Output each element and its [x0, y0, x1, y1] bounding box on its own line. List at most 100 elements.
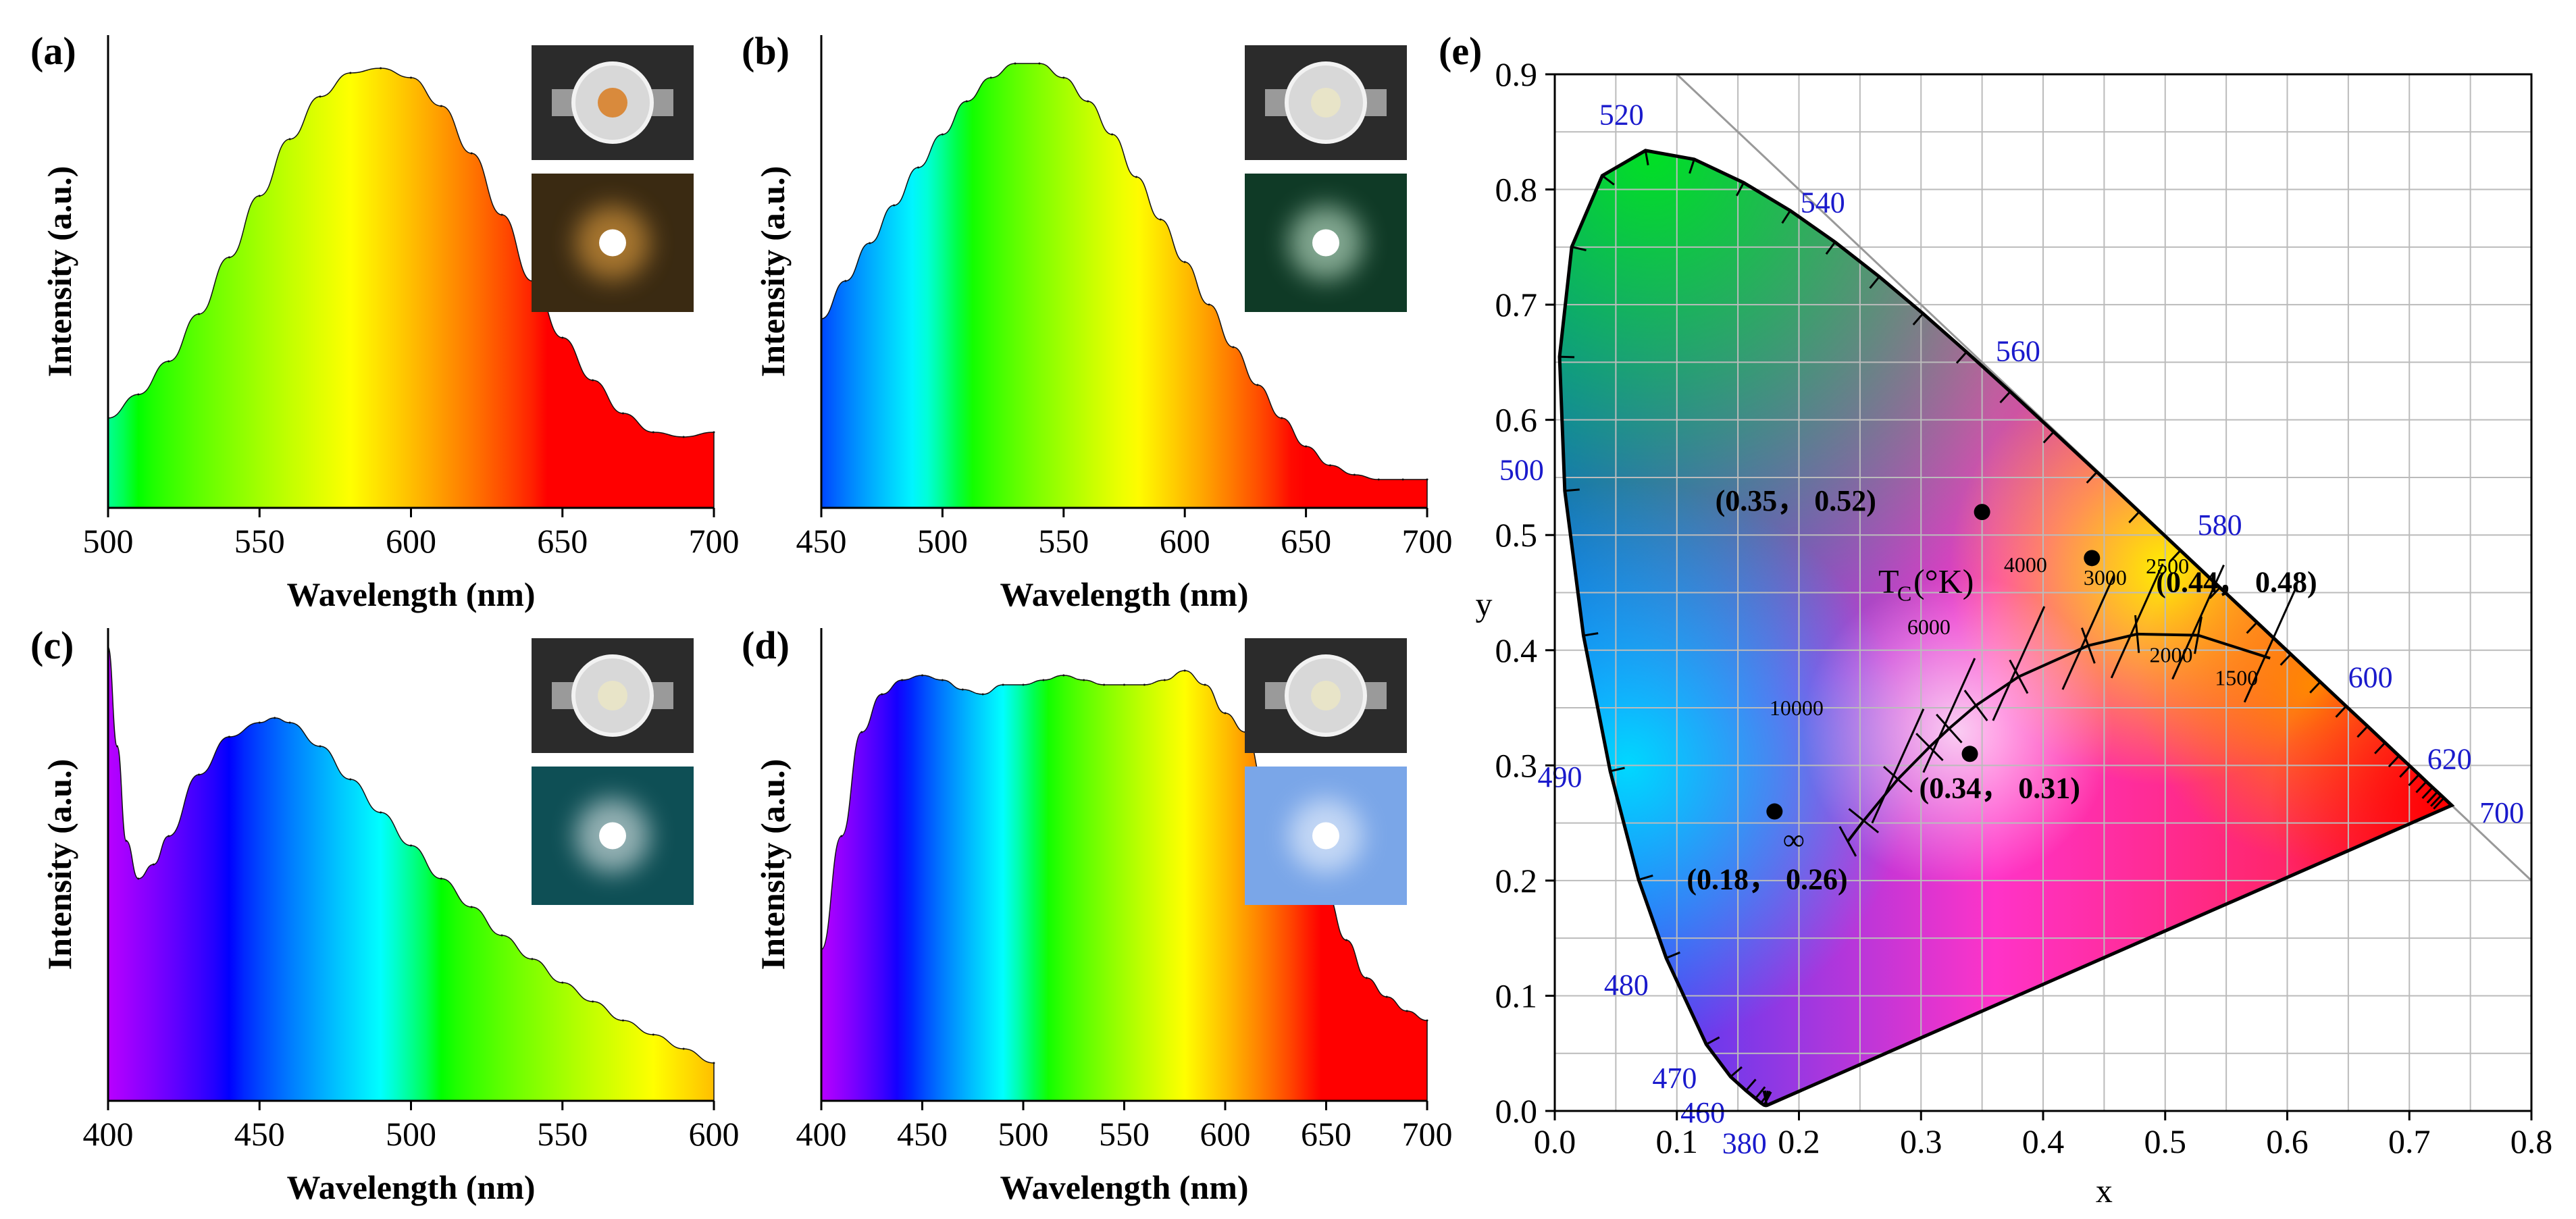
- spectrum-point: [125, 839, 128, 842]
- spectrum-point: [917, 166, 920, 169]
- x-tick-label: 0.5: [2144, 1122, 2187, 1160]
- x-tick-label: 0.0: [1534, 1122, 1576, 1160]
- x-tick-label: 500: [917, 522, 968, 560]
- led-chip-icon: [532, 638, 694, 753]
- x-axis-title: Wavelength (nm): [1000, 1168, 1248, 1206]
- isotherm-long: [1871, 708, 1925, 824]
- spectrum-point: [893, 204, 896, 207]
- led-chip-icon: [532, 45, 694, 160]
- x-tick-label: 600: [689, 1115, 740, 1153]
- spectrum-point: [941, 679, 944, 681]
- locus-tick: [1760, 1090, 1772, 1104]
- glow-core: [1312, 229, 1339, 257]
- spectrum-point: [500, 934, 503, 937]
- wavelength-label: 490: [1538, 760, 1582, 794]
- spectrum-point: [1204, 683, 1206, 686]
- spectrum-point: [410, 844, 412, 847]
- spectrum-point: [137, 877, 140, 880]
- spectrum-point: [1345, 939, 1347, 941]
- spectrum-point: [1103, 683, 1106, 686]
- x-tick-label: 600: [386, 522, 436, 560]
- spectrum-point: [881, 693, 883, 696]
- spectrum-point: [168, 835, 170, 837]
- wavelength-label: 480: [1604, 968, 1649, 1002]
- spectrum-point: [1014, 62, 1016, 65]
- point-label: (0.35， 0.52): [1716, 484, 1876, 517]
- spectrum-point: [1183, 261, 1186, 263]
- y-axis-title: Intensity (a.u.): [754, 166, 792, 378]
- x-tick-label: 450: [897, 1115, 948, 1153]
- y-axis-title: y: [1476, 586, 1493, 623]
- spectrum-point: [1426, 478, 1428, 481]
- led-glow-icon: [1245, 174, 1407, 312]
- spectrum-point: [1143, 683, 1145, 686]
- x-tick-label: 0.3: [1900, 1122, 1942, 1160]
- panel-label: (d): [742, 623, 790, 667]
- infinity-cap: [1838, 826, 1857, 857]
- y-tick-label: 0.5: [1495, 516, 1538, 554]
- temperature-label: 1500: [2215, 666, 2258, 690]
- spectrum-point: [198, 313, 201, 315]
- locus-tick: [1638, 874, 1653, 881]
- point-label: (0.18， 0.26): [1686, 863, 1847, 896]
- wavelength-label: 620: [2427, 743, 2472, 776]
- spectrum-point: [198, 773, 201, 776]
- x-tick-label: 400: [83, 1115, 134, 1153]
- locus-tick: [1564, 488, 1580, 492]
- spectrum-point: [1377, 478, 1380, 481]
- wavelength-label: 520: [1599, 98, 1644, 131]
- x-tick-label: 400: [796, 1115, 847, 1153]
- x-tick-label: 0.8: [2510, 1122, 2553, 1160]
- wavelength-label: 380: [1722, 1127, 1767, 1160]
- panel-label: (b): [742, 29, 790, 73]
- temperature-label: 6000: [1907, 615, 1951, 639]
- x-tick-label: 0.7: [2388, 1122, 2431, 1160]
- spectrum-point: [440, 105, 442, 107]
- locus-tick: [1745, 1079, 1757, 1091]
- spectrum-point: [349, 778, 352, 781]
- spectrum-point: [713, 1062, 715, 1064]
- tc-unit: (°K): [1913, 563, 1974, 600]
- y-tick-label: 0.4: [1495, 631, 1538, 669]
- x-axis-title: x: [2096, 1172, 2113, 1210]
- spectrum-point: [258, 721, 261, 724]
- spectrum-point: [1353, 473, 1356, 476]
- spectrum-point: [1083, 679, 1085, 681]
- spectrum-point: [288, 138, 291, 140]
- x-axis-title: Wavelength (nm): [1000, 575, 1248, 613]
- glow-core: [1312, 822, 1339, 850]
- spectrum-point: [1038, 62, 1041, 65]
- x-tick-label: 550: [1038, 522, 1089, 560]
- spectrum-point: [941, 133, 944, 136]
- x-tick-label: 550: [537, 1115, 588, 1153]
- spectrum-point: [274, 717, 276, 719]
- spectrum-point: [440, 877, 442, 880]
- isotherm-long: [2061, 575, 2115, 690]
- chromaticity-point: [1974, 504, 1990, 521]
- spectrum-point: [652, 1033, 654, 1036]
- locus-tick: [2335, 705, 2347, 718]
- temperature-label: 4000: [2004, 552, 2047, 577]
- spectrum-point: [1042, 679, 1045, 681]
- chromaticity-point: [1766, 803, 1783, 820]
- spectrum-panel-d: 400 450 500 550 600 650 700 Wavelength (nm) Inte…: [742, 623, 1453, 1206]
- y-tick-label: 0.9: [1495, 55, 1538, 93]
- spectrum-point: [1401, 478, 1404, 481]
- spectrum-point: [1385, 995, 1388, 998]
- glow-core: [599, 229, 626, 257]
- isotherm-long: [1922, 658, 1976, 773]
- temperature-label: 3000: [2084, 565, 2127, 590]
- panel-label: (e): [1439, 29, 1482, 73]
- spectrum-point: [592, 379, 594, 382]
- spectrum-point: [319, 95, 321, 98]
- spectrum-point: [621, 412, 624, 415]
- isotherm-long: [2110, 563, 2164, 679]
- locus-ticks: [1560, 150, 2445, 1106]
- x-tick-label: 650: [1301, 1115, 1351, 1153]
- locus-tick: [2399, 765, 2411, 778]
- spectrum-point: [349, 72, 352, 74]
- panel-label: (c): [30, 623, 74, 667]
- locus-tick: [1825, 241, 1836, 255]
- wavelength-label: 500: [1499, 453, 1544, 486]
- x-tick-label: 600: [1200, 1115, 1251, 1153]
